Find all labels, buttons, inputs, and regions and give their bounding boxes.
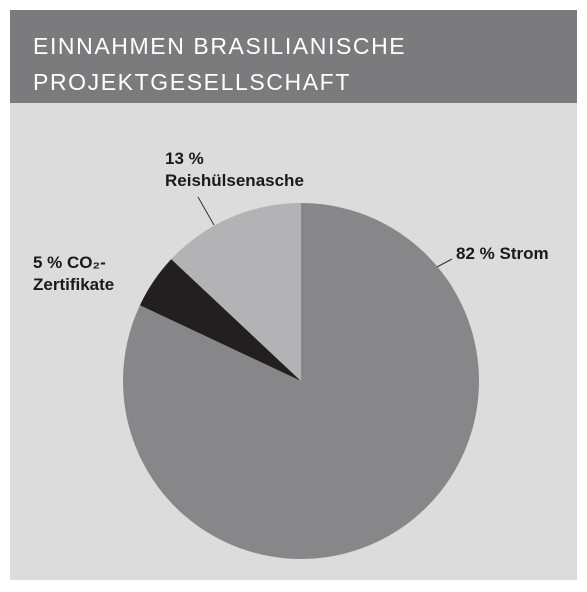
category-label: Reishülsenasche xyxy=(165,171,304,190)
pie-slice xyxy=(171,203,301,381)
value-label: 13 % xyxy=(165,149,204,168)
value-label: 82 % xyxy=(456,244,495,263)
leader-line xyxy=(197,196,215,226)
value-label: 5 % xyxy=(33,253,63,272)
leader-line xyxy=(436,258,453,268)
slice-label: 13 % Reishülsenasche xyxy=(165,148,315,192)
chart-title: EINNAHMEN BRASILIANISCHE PROJEKTGESELLSC… xyxy=(33,33,407,95)
category-label: CO₂-Zertifikate xyxy=(33,253,115,294)
slice-label: 5 % CO₂-Zertifikate xyxy=(33,252,143,296)
category-label: Strom xyxy=(499,244,549,263)
slice-label: 82 % Strom xyxy=(456,243,586,265)
header xyxy=(10,10,577,103)
pie-slice xyxy=(139,259,301,381)
